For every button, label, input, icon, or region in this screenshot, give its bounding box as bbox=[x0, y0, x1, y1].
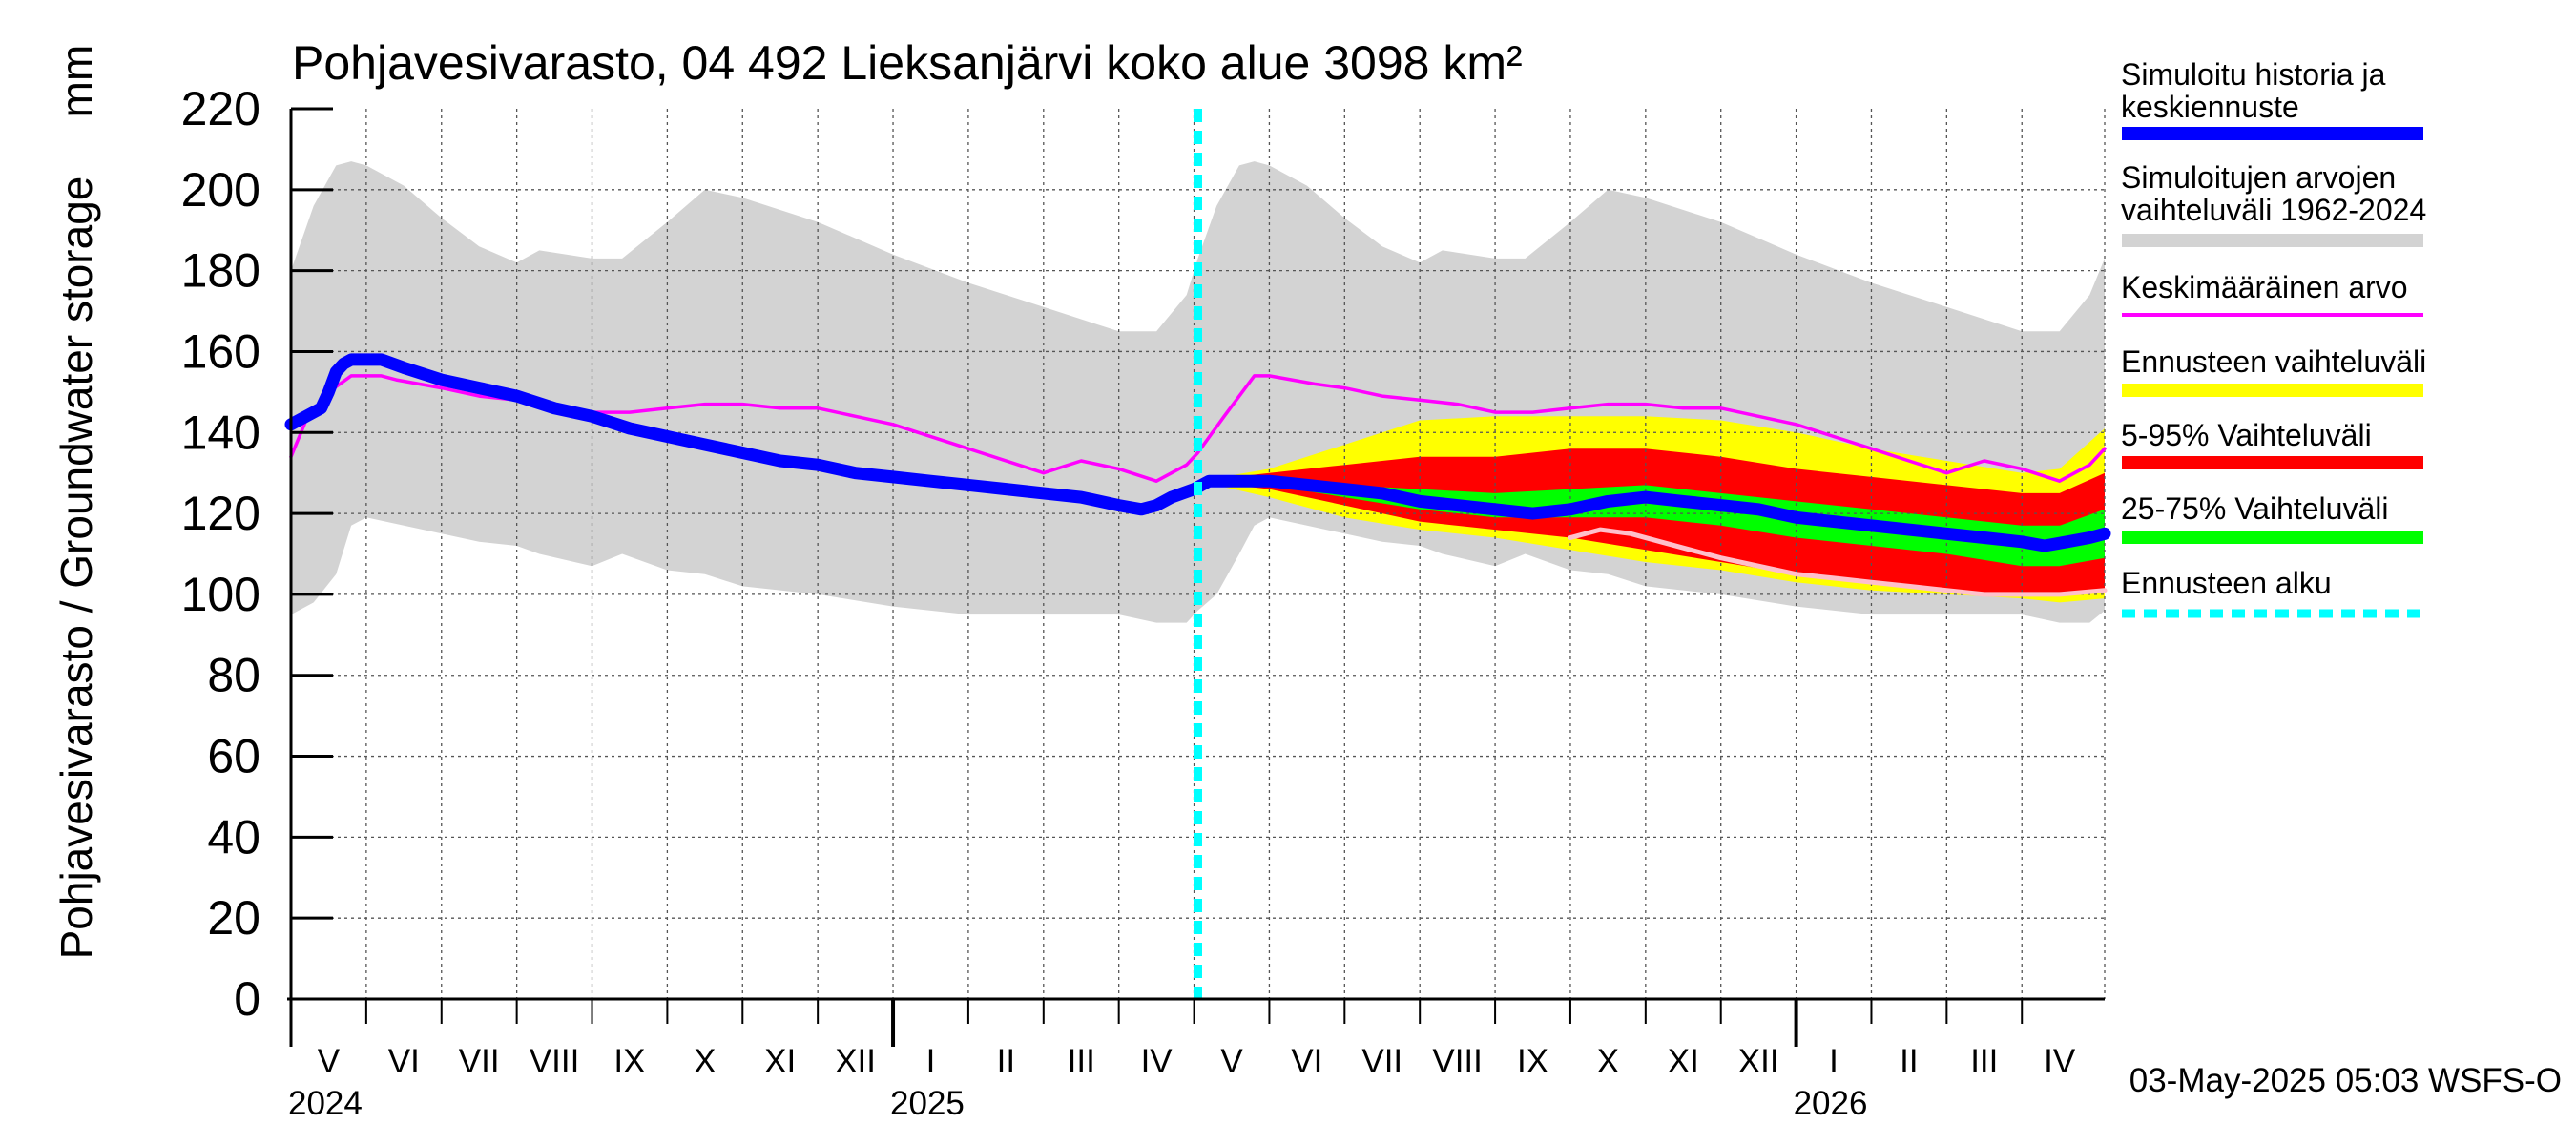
month-label: X bbox=[1597, 1043, 1619, 1080]
legend-label: Ennusteen vaihteluväli bbox=[2121, 344, 2426, 379]
month-label: XI bbox=[1668, 1043, 1699, 1080]
year-label: 2025 bbox=[890, 1085, 965, 1122]
y-axis-title: Pohjavesivarasto / Groundwater storage bbox=[52, 177, 101, 960]
series-line-simulated-history bbox=[284, 353, 2111, 552]
y-tick-label: 60 bbox=[207, 730, 260, 783]
y-tick-label: 20 bbox=[207, 891, 260, 945]
month-label: I bbox=[1829, 1043, 1839, 1080]
month-label: IV bbox=[2044, 1043, 2076, 1080]
series-line-median-light bbox=[1568, 527, 2108, 597]
y-tick-label: 140 bbox=[181, 406, 260, 459]
month-label: IV bbox=[1141, 1043, 1174, 1080]
legend-label: Ennusteen alku bbox=[2121, 566, 2332, 600]
legend-label: Simuloitujen arvojen bbox=[2121, 160, 2396, 195]
y-tick-label: 100 bbox=[181, 568, 260, 621]
month-label: III bbox=[1068, 1043, 1095, 1080]
y-axis-unit: mm bbox=[52, 45, 101, 118]
year-label: 2024 bbox=[288, 1085, 363, 1122]
chart-title: Pohjavesivarasto, 04 492 Lieksanjärvi ko… bbox=[292, 36, 1523, 90]
month-label: XII bbox=[835, 1043, 876, 1080]
y-tick-label: 180 bbox=[181, 244, 260, 298]
series-line-mean bbox=[289, 374, 2107, 483]
legend-label: vaihteluväli 1962-2024 bbox=[2121, 193, 2426, 227]
month-label: VIII bbox=[530, 1043, 580, 1080]
y-tick-label: 80 bbox=[207, 649, 260, 702]
month-label: X bbox=[694, 1043, 716, 1080]
legend-label: Keskimääräinen arvo bbox=[2121, 270, 2408, 304]
month-label: VII bbox=[1361, 1043, 1402, 1080]
month-label: XII bbox=[1738, 1043, 1779, 1080]
month-label: XI bbox=[764, 1043, 796, 1080]
y-tick-label: 0 bbox=[234, 972, 260, 1026]
y-tick-label: 120 bbox=[181, 487, 260, 540]
band-5-95 bbox=[1197, 448, 2105, 594]
axes bbox=[287, 107, 2105, 1047]
month-label: II bbox=[997, 1043, 1015, 1080]
month-label: IX bbox=[613, 1043, 645, 1080]
legend-label: keskiennuste bbox=[2121, 90, 2299, 124]
month-label: III bbox=[1970, 1043, 1998, 1080]
month-label: I bbox=[926, 1043, 936, 1080]
series-lines bbox=[284, 353, 2111, 597]
month-label: II bbox=[1900, 1043, 1918, 1080]
y-tick-label: 200 bbox=[181, 163, 260, 217]
legend-label: 25-75% Vaihteluväli bbox=[2121, 491, 2388, 526]
month-label: V bbox=[318, 1043, 341, 1080]
y-tick-label: 40 bbox=[207, 810, 260, 864]
month-label: VIII bbox=[1432, 1043, 1483, 1080]
y-tick-label: 220 bbox=[181, 82, 260, 135]
footer-timestamp: 03-May-2025 05:03 WSFS-O bbox=[2129, 1062, 2562, 1099]
month-label: IX bbox=[1517, 1043, 1548, 1080]
grid-lines bbox=[291, 109, 2106, 999]
month-label: V bbox=[1220, 1043, 1243, 1080]
legend-label: Simuloitu historia ja bbox=[2121, 57, 2386, 92]
y-tick-label: 160 bbox=[181, 324, 260, 378]
month-label: VI bbox=[1291, 1043, 1322, 1080]
legend-label: 5-95% Vaihteluväli bbox=[2121, 418, 2372, 452]
month-label: VI bbox=[388, 1043, 420, 1080]
month-label: VII bbox=[459, 1043, 500, 1080]
year-label: 2026 bbox=[1794, 1085, 1868, 1122]
